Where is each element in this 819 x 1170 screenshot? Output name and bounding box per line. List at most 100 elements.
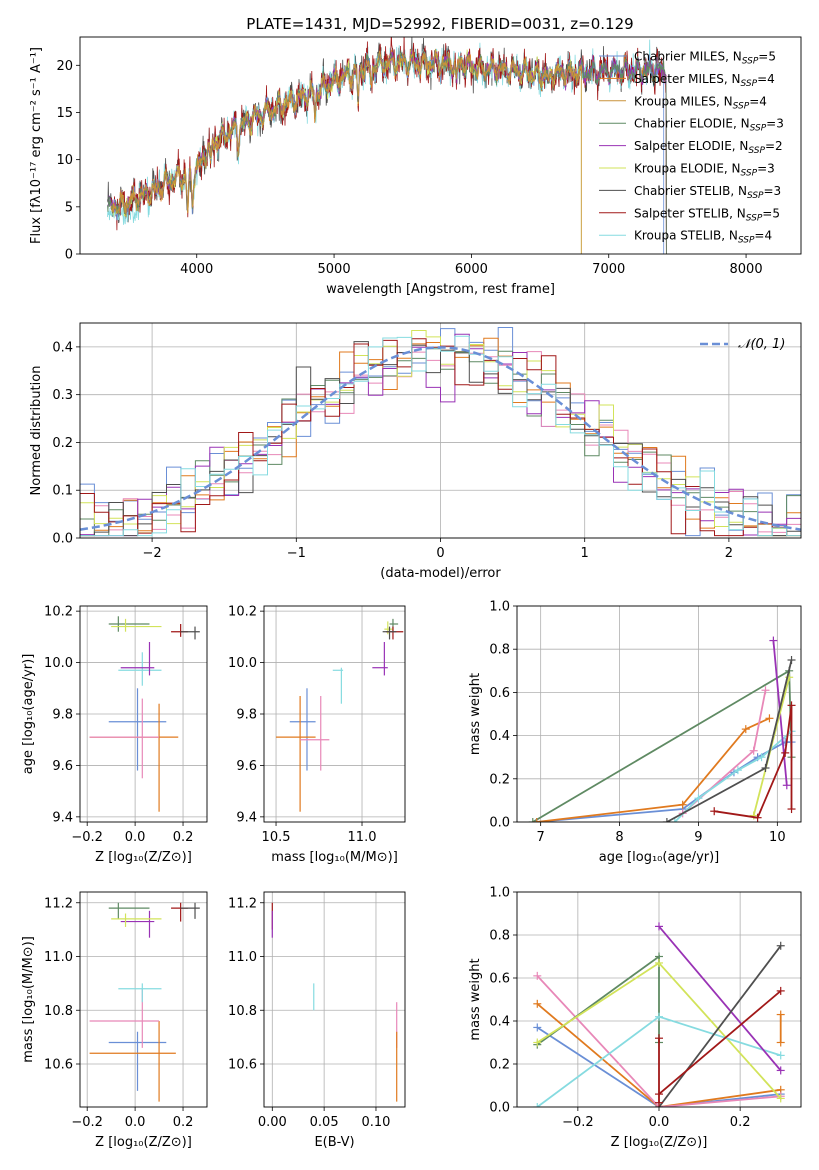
errorbar-point — [108, 1031, 167, 1091]
x-tick-label: 8000 — [730, 262, 763, 277]
plus-marker — [533, 1023, 542, 1032]
plus-marker — [528, 818, 537, 822]
y-tick-label: 11.2 — [44, 896, 73, 911]
grid — [264, 606, 405, 822]
spectrum-line — [111, 49, 667, 254]
panel-age_vs_Z: −0.2 0.0 0.2 9.4 9.6 9.8 10.0 10.2 Z [log₁₀(Z/Z⊙… — [21, 605, 208, 865]
plus-marker — [761, 686, 770, 695]
plot-area — [276, 618, 404, 812]
y-tick-label: 11.2 — [228, 896, 257, 911]
errorbar-point — [382, 626, 397, 640]
plot-area — [80, 327, 801, 538]
panel-spectrum: 4000 5000 6000 7000 8000 0 5 10 15 20 wavelength [… — [29, 36, 802, 297]
errorbar-point — [108, 616, 150, 632]
spectrum-line — [111, 48, 582, 254]
legend-label: Salpeter MILES, NSSP=4 — [634, 72, 775, 89]
axes-frame — [263, 891, 406, 1108]
plus-marker — [787, 656, 796, 664]
y-tick-label: 10.2 — [44, 605, 73, 620]
x-tick-label: 0.0 — [649, 1115, 670, 1130]
x-tick-label: 10.5 — [262, 830, 291, 845]
axes-frame — [79, 322, 802, 539]
plus-marker — [753, 813, 762, 822]
errorbar-point — [276, 696, 316, 812]
grid — [80, 892, 207, 1107]
y-axis-label: mass [log₁₀(M/M⊙)] — [21, 936, 36, 1063]
x-axis-label: Z [log₁₀(Z/Z⊙)] — [611, 1135, 708, 1150]
plus-marker — [741, 725, 750, 734]
panel-weight_vs_age: 7 8 9 10 0.0 0.2 0.4 0.6 0.8 1.0 age [log₁₀(age/yr… — [468, 600, 802, 865]
errorbar-point — [118, 983, 162, 1003]
plus-marker — [776, 941, 785, 950]
y-axis-label: age [log₁₀(age/yr)] — [21, 654, 36, 775]
y-tick-label: 0.2 — [52, 436, 73, 451]
weight-line — [658, 990, 782, 1095]
panel-age_vs_mass: 10.5 11.0 9.4 9.6 9.8 10.0 10.2 mass [log₁₀(M/M… — [228, 605, 406, 865]
axes-frame — [79, 36, 802, 255]
y-tick-label: 0.2 — [489, 1058, 510, 1073]
errorbar-point — [89, 698, 160, 779]
plus-marker — [769, 636, 778, 645]
y-tick-label: 9.6 — [52, 759, 73, 774]
y-axis-label: Normed distribution — [29, 366, 44, 496]
y-tick-label: 10.6 — [44, 1058, 73, 1073]
x-tick-label: 5000 — [318, 262, 351, 277]
panel-mass_vs_ebv: 0.00 0.05 0.10 10.6 10.8 11.0 11.2 E(B-V) — [228, 891, 406, 1150]
plus-marker — [655, 958, 663, 967]
plus-marker — [787, 805, 796, 814]
plus-marker — [776, 1094, 785, 1103]
spectrum-line — [111, 51, 665, 254]
x-axis-label: Z [log₁₀(Z/Z⊙)] — [95, 850, 192, 865]
x-tick-label: 0.2 — [173, 1115, 194, 1130]
x-tick-label: 0.10 — [361, 1115, 390, 1130]
grid — [264, 892, 405, 1107]
y-axis-label: mass weight — [468, 673, 483, 755]
spectrum-line — [107, 50, 667, 254]
errorbar-point — [89, 703, 179, 812]
plus-marker — [662, 818, 671, 822]
histogram-series — [80, 333, 801, 538]
y-tick-label: 0 — [65, 248, 73, 263]
y-tick-label: 10.8 — [44, 1004, 73, 1019]
errorbar-point — [332, 667, 344, 704]
y-tick-label: 0.1 — [52, 484, 73, 499]
normal-curve — [80, 346, 801, 531]
legend-label: Kroupa MILES, NSSP=4 — [634, 94, 767, 111]
legend-label: Chabrier STELIB, NSSP=3 — [634, 184, 781, 201]
x-tick-label: −0.2 — [71, 830, 103, 845]
errorbar-point — [171, 624, 188, 637]
x-tick-label: 8 — [615, 830, 623, 845]
panel-mass_vs_Z: −0.2 0.0 0.2 10.6 10.8 11.0 11.2 Z [log₁₀(Z/Z⊙)… — [21, 891, 208, 1150]
weight-line — [536, 975, 781, 1107]
legend-label: Salpeter STELIB, NSSP=5 — [634, 206, 780, 223]
y-tick-label: 9.8 — [236, 708, 257, 723]
plus-marker — [694, 794, 703, 803]
y-tick-label: 0.0 — [52, 532, 73, 547]
plus-marker — [749, 746, 758, 755]
y-tick-label: 20 — [56, 59, 73, 74]
plus-marker — [710, 807, 719, 816]
legend-label: Salpeter ELODIE, NSSP=2 — [634, 139, 783, 156]
plus-marker — [776, 986, 785, 995]
y-tick-label: 9.8 — [52, 708, 73, 723]
y-tick-label: 9.4 — [52, 810, 73, 825]
y-tick-label: 0.4 — [489, 729, 510, 744]
plus-marker — [670, 818, 679, 822]
y-tick-label: 0.8 — [489, 929, 510, 944]
errorbar-point — [372, 642, 388, 676]
plus-marker — [678, 800, 687, 809]
plus-marker — [776, 1051, 785, 1060]
plus-marker — [533, 1103, 542, 1107]
y-tick-label: 10.2 — [228, 605, 257, 620]
x-axis-label: Z [log₁₀(Z/Z⊙)] — [95, 1135, 192, 1150]
y-tick-label: 15 — [56, 106, 73, 121]
axes-frame — [79, 891, 208, 1108]
x-axis-label: wavelength [Angstrom, rest frame] — [326, 282, 555, 297]
y-tick-label: 5 — [65, 200, 73, 215]
errorbar-point — [120, 642, 155, 676]
plus-marker — [655, 1012, 663, 1021]
errorbar-point — [289, 688, 316, 771]
weight-line — [532, 669, 793, 822]
y-tick-label: 10.0 — [44, 656, 73, 671]
x-axis-label: (data-model)/error — [380, 566, 501, 581]
